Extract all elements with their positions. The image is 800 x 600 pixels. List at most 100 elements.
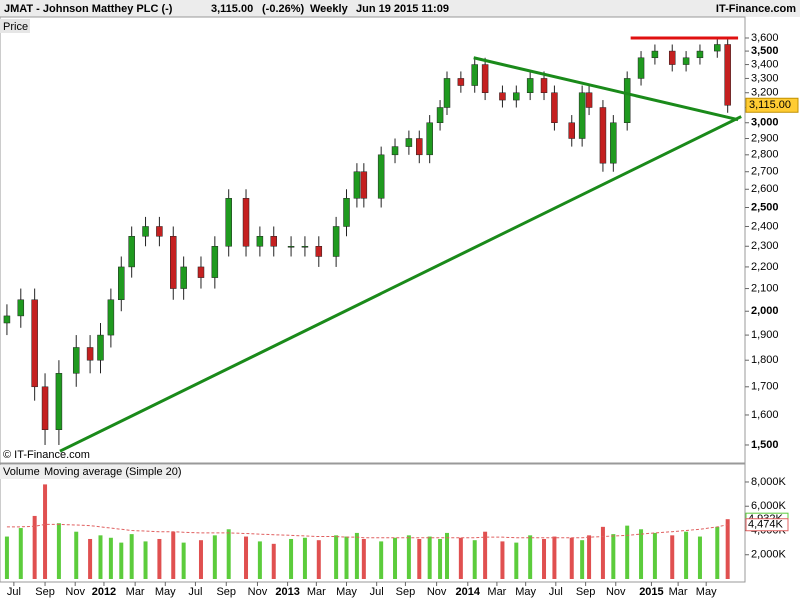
candle-body xyxy=(353,171,361,199)
y-tick-label: 3,600 xyxy=(751,32,779,44)
volume-bar xyxy=(198,540,203,579)
trendline xyxy=(473,56,739,122)
candle-body xyxy=(443,78,451,108)
y-tick-label: 2,900 xyxy=(751,132,779,144)
header-change: (-0.26%) xyxy=(262,3,305,15)
candle-body xyxy=(540,78,548,93)
candle-body xyxy=(623,78,631,123)
volume-bar xyxy=(4,536,9,579)
candle-body xyxy=(481,64,489,93)
candle-body xyxy=(211,246,219,278)
volume-bar xyxy=(157,538,162,579)
y-tick-label: 6,000K xyxy=(751,500,787,512)
volume-bar xyxy=(427,536,432,579)
volume-bar xyxy=(119,542,124,579)
candle-body xyxy=(585,92,593,108)
volume-bar xyxy=(257,541,262,579)
volume-bar xyxy=(271,543,276,579)
candle-body xyxy=(599,107,607,164)
x-tick-label: Mar xyxy=(487,586,506,598)
candle-body xyxy=(436,107,444,123)
x-tick-label: Nov xyxy=(248,586,268,598)
x-tick-label: Nov xyxy=(427,586,447,598)
x-tick-label: Mar xyxy=(126,586,145,598)
y-tick-label: 2,000K xyxy=(751,549,787,561)
x-tick-label: Jul xyxy=(370,586,384,598)
volume-bar xyxy=(108,537,113,579)
y-tick-label: 1,500 xyxy=(751,439,779,451)
x-tick-label: Nov xyxy=(606,586,626,598)
y-tick-label: 2,400 xyxy=(751,220,779,232)
last-value-box xyxy=(745,518,789,532)
candle-body xyxy=(377,154,385,199)
y-tick-label: 2,800 xyxy=(751,149,779,161)
candle-body xyxy=(457,78,465,86)
candle-body xyxy=(668,50,676,65)
candle-body xyxy=(471,64,478,86)
candle-body xyxy=(499,92,506,101)
volume-bar xyxy=(56,523,61,579)
y-tick-label: 1,600 xyxy=(751,409,779,421)
y-tick-label: 8,000K xyxy=(751,476,787,488)
y-tick-label: 3,400 xyxy=(751,58,779,70)
volume-bar xyxy=(393,537,398,579)
y-tick-label: 3,200 xyxy=(751,87,779,99)
legend-bg xyxy=(0,465,180,479)
volume-bar xyxy=(244,536,249,579)
candle-body xyxy=(17,299,25,317)
y-tick-label: 2,000 xyxy=(751,305,779,317)
volume-bar xyxy=(500,541,505,579)
watermark: © IT-Finance.com xyxy=(3,449,90,461)
candle-body xyxy=(513,92,520,101)
y-tick-label: 2,700 xyxy=(751,166,779,178)
volume-bar xyxy=(552,536,557,579)
volume-bar xyxy=(587,535,592,579)
candle-body xyxy=(568,122,575,139)
volume-bar xyxy=(129,534,134,579)
x-tick-label: 2015 xyxy=(639,586,663,598)
candle-body xyxy=(682,57,690,65)
candle-body xyxy=(287,246,295,248)
x-tick-label: Sep xyxy=(396,586,416,598)
volume-bar xyxy=(542,538,547,579)
x-tick-label: Jul xyxy=(549,586,563,598)
candle-body xyxy=(242,198,250,247)
candle-body xyxy=(256,236,264,247)
candle-body xyxy=(578,92,586,139)
volume-bar xyxy=(639,529,644,579)
price-panel xyxy=(0,16,746,464)
volume-bar xyxy=(361,538,366,579)
candle-body xyxy=(405,138,413,147)
candle-body xyxy=(55,373,63,430)
volume-bar xyxy=(344,536,349,579)
candle-body xyxy=(118,266,125,301)
y-tick-label: 3,300 xyxy=(751,72,779,84)
volume-bar xyxy=(438,538,443,579)
moving-average xyxy=(6,523,728,539)
candle-body xyxy=(724,44,731,106)
x-tick-label: Jul xyxy=(188,586,202,598)
candle-body xyxy=(426,122,433,156)
volume-bar xyxy=(74,531,79,579)
y-tick-label: 1,900 xyxy=(751,329,779,341)
panel-label: Price xyxy=(3,21,28,33)
candle-body xyxy=(170,236,177,289)
candle-body xyxy=(315,246,323,257)
candle-body xyxy=(3,315,11,324)
candle-body xyxy=(142,226,149,237)
volume-bar xyxy=(143,541,148,579)
candle-body xyxy=(270,236,277,247)
volume-bar xyxy=(472,540,477,579)
x-tick-label: 2012 xyxy=(92,586,116,598)
candle-body xyxy=(696,50,704,59)
y-tick-label: 1,700 xyxy=(751,381,779,393)
volume-bar xyxy=(445,532,449,579)
volume-bar xyxy=(406,535,411,579)
y-tick-label: 2,300 xyxy=(751,240,779,252)
x-tick-label: 2013 xyxy=(275,586,299,598)
panel-label-bg xyxy=(0,19,30,33)
volume-bar xyxy=(98,535,103,579)
candle-body xyxy=(551,92,558,123)
candle-body xyxy=(301,246,309,248)
